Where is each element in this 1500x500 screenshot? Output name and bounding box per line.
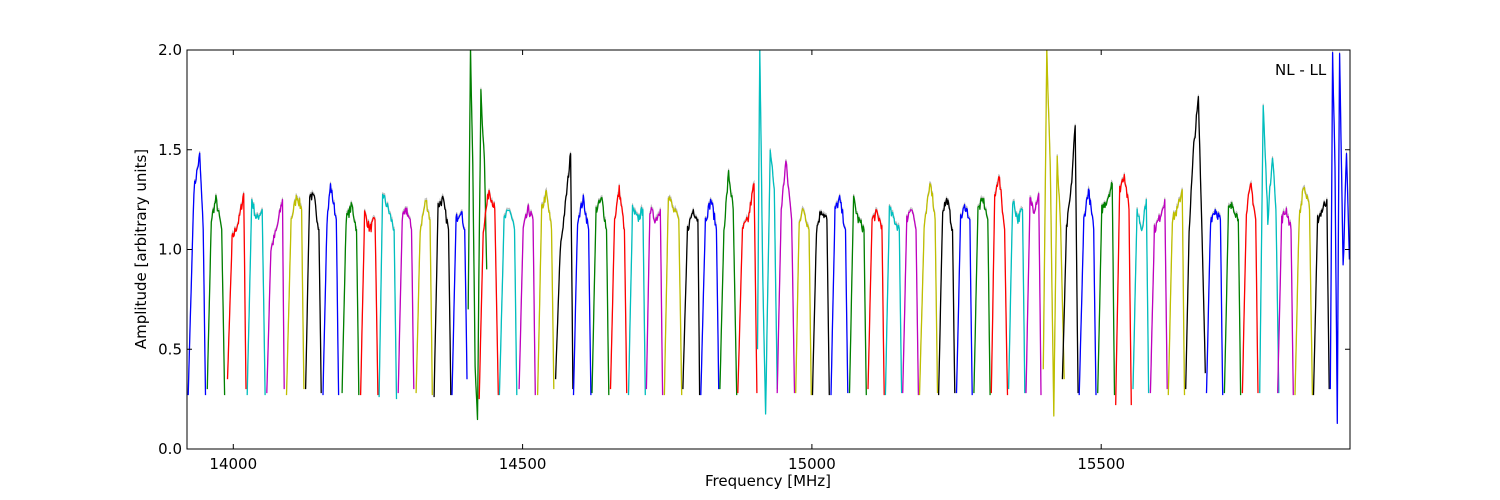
- subband-line-44: [973, 197, 991, 396]
- subband-line-28: [682, 209, 701, 396]
- subband-line-6: [285, 194, 305, 396]
- subband-line-54: [1149, 198, 1168, 394]
- subband-line-31: [737, 183, 758, 394]
- y-axis-label: Amplitude [arbitrary units]: [132, 149, 150, 349]
- subband-line-63: [1312, 198, 1330, 396]
- x-tick-label: 14500: [499, 455, 547, 473]
- subband-line-13: [415, 199, 433, 396]
- subband-line-29: [700, 198, 720, 396]
- subband-line-61: [1277, 207, 1294, 396]
- annotation-label: NL - LL: [1275, 61, 1327, 79]
- subband-line-10: [359, 210, 379, 396]
- subband-line-60: [1259, 105, 1280, 394]
- subband-line-20: [536, 189, 555, 396]
- subband-line-38: [867, 208, 885, 396]
- subband-line-11: [378, 193, 398, 400]
- subband-line-47: [1025, 192, 1042, 396]
- subband-line-7: [304, 192, 322, 394]
- subband-line-36: [830, 195, 849, 396]
- subband-line-57: [1205, 208, 1224, 396]
- subband-line-45: [990, 176, 1009, 396]
- series-layer: [187, 50, 1350, 425]
- subband-line-2: [206, 194, 226, 396]
- subband-line-14: [433, 195, 452, 398]
- subband-line-23: [591, 196, 610, 396]
- subband-line-1: [187, 152, 207, 396]
- x-tick-label: 15500: [1077, 455, 1125, 473]
- subband-line-40: [902, 209, 920, 396]
- subband-line-4: [246, 198, 266, 396]
- subband-line-30: [719, 169, 738, 396]
- subband-line-58: [1223, 202, 1242, 396]
- y-tick-label: 0.0: [158, 440, 182, 458]
- x-tick-label: 15000: [788, 455, 836, 473]
- subband-line-33: [776, 160, 796, 394]
- subband-line-51: [1097, 182, 1116, 396]
- subband-line-17: [478, 189, 499, 400]
- subband-line-42: [937, 197, 956, 396]
- subband-line-53: [1132, 198, 1150, 394]
- subband-line-8: [322, 183, 340, 396]
- subband-line-56: [1185, 95, 1206, 390]
- subband-line-34: [795, 208, 812, 396]
- subband-line-43: [955, 204, 973, 396]
- y-tick-label: 2.0: [158, 41, 182, 59]
- subband-line-32: [756, 50, 778, 415]
- subband-line-9: [341, 202, 360, 396]
- subband-line-50: [1078, 188, 1097, 396]
- y-tick-label: 0.5: [158, 340, 182, 358]
- subband-line-26: [645, 207, 664, 396]
- subband-line-22: [572, 194, 592, 396]
- subband-line-21: [554, 153, 574, 390]
- subband-line-16: [467, 50, 488, 421]
- y-tick-label: 1.5: [158, 141, 182, 159]
- subband-line-27: [663, 196, 683, 396]
- subband-line-41: [918, 183, 939, 396]
- subband-line-12: [397, 207, 415, 394]
- ticks-layer: 14000 14500 15000 15500 0.0 0.5 1.0 1.5 2.0: [158, 41, 1350, 473]
- subband-line-37: [848, 195, 867, 396]
- subband-line-3: [226, 192, 247, 390]
- subband-line-18: [498, 209, 518, 396]
- subband-line-35: [811, 210, 830, 396]
- y-tick-label: 1.0: [158, 241, 182, 259]
- subband-line-59: [1241, 182, 1259, 394]
- subband-line-49: [1061, 125, 1079, 394]
- x-tick-label: 14000: [209, 455, 257, 473]
- subband-line-52: [1115, 173, 1132, 406]
- subband-line-39: [884, 205, 903, 396]
- subband-line-19: [518, 204, 536, 396]
- subband-line-46: [1007, 200, 1026, 394]
- subband-line-5: [266, 198, 285, 394]
- subband-line-15: [451, 211, 468, 396]
- x-axis-label: Frequency [MHz]: [705, 472, 831, 490]
- subband-line-64: [1329, 51, 1350, 425]
- subband-line-48: [1042, 50, 1065, 417]
- subband-line-24: [609, 184, 628, 394]
- subband-line-55: [1167, 188, 1186, 396]
- subband-line-62: [1294, 186, 1314, 396]
- subband-line-25: [627, 204, 646, 396]
